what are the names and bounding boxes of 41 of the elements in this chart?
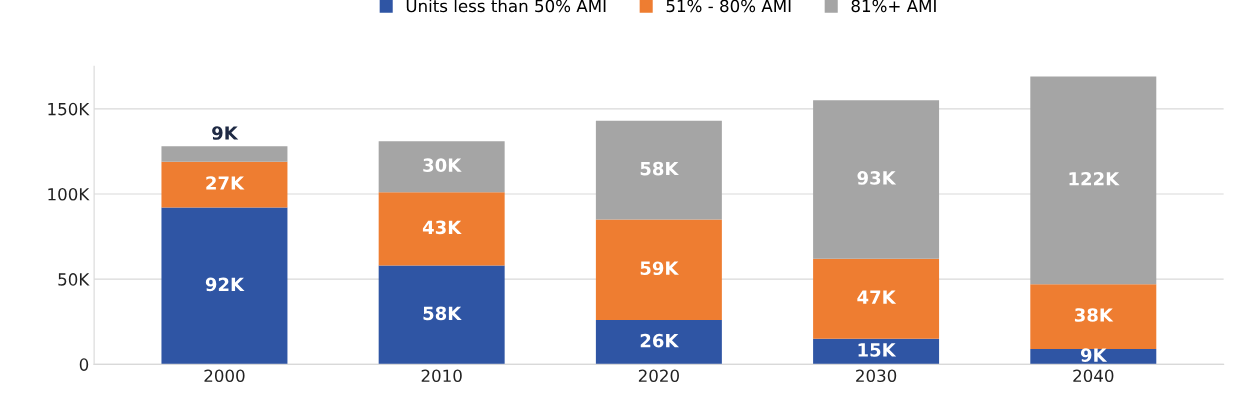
data-label: 9K: [212, 126, 239, 140]
legend-label: Units less than 50% AMI: [406, 0, 606, 13]
y-tick-label: 150K: [48, 102, 90, 116]
y-tick-label: 100K: [48, 187, 90, 201]
bar: [595, 320, 722, 365]
bar: [378, 141, 505, 193]
x-tick-label: 2010: [421, 369, 462, 383]
data-label: 59K: [640, 261, 679, 276]
data-label: 27K: [206, 176, 245, 190]
data-label: 58K: [640, 161, 679, 176]
data-label: 43K: [422, 220, 462, 235]
bar: [161, 146, 288, 162]
data-label: 30K: [423, 158, 462, 172]
data-label: 15K: [858, 343, 897, 357]
data-label: 93K: [857, 171, 897, 185]
bar: [1030, 284, 1157, 349]
bar: [378, 192, 505, 266]
bar: [1030, 76, 1157, 285]
bar: [161, 161, 288, 208]
bar: [813, 338, 940, 365]
bar: [595, 120, 722, 220]
data-label: 92K: [205, 277, 245, 292]
x-tick-label: 2020: [638, 369, 679, 383]
x-tick-label: 2030: [856, 369, 897, 383]
data-label: 38K: [1074, 308, 1114, 322]
data-label: 47K: [857, 290, 897, 304]
x-tick-label: 2000: [204, 369, 245, 383]
bar: [161, 207, 288, 365]
bar: [595, 219, 722, 321]
data-label: 58K: [423, 306, 462, 321]
legend-label: 51% - 80% AMI: [666, 0, 791, 13]
data-label: 9K: [1080, 348, 1108, 362]
bar: [378, 265, 505, 365]
data-label: 122K: [1069, 171, 1120, 186]
bar: [813, 258, 940, 339]
bar: [813, 100, 940, 259]
legend-label: 81%+ AMI: [851, 0, 936, 13]
x-tick-label: 2040: [1073, 369, 1114, 383]
data-label: 26K: [640, 333, 679, 348]
y-tick-label: 0: [79, 358, 89, 371]
y-tick-label: 50K: [58, 273, 90, 286]
